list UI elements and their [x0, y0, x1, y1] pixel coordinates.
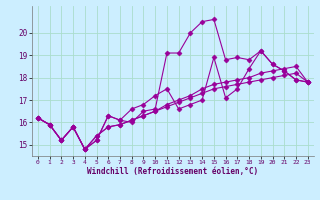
X-axis label: Windchill (Refroidissement éolien,°C): Windchill (Refroidissement éolien,°C): [87, 167, 258, 176]
